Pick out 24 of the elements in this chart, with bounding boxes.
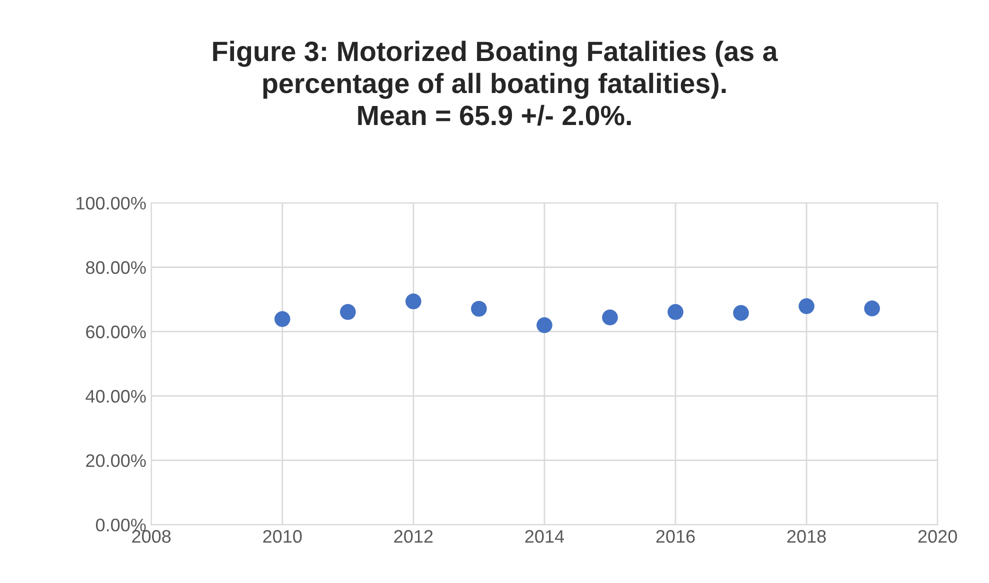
x-tick-label: 2014 — [525, 530, 564, 543]
point — [405, 293, 422, 310]
x-tick-label: 2020 — [918, 530, 957, 543]
x-tick-label: 2016 — [656, 530, 695, 543]
x-tick-label: 2012 — [394, 530, 433, 543]
point — [668, 304, 684, 320]
x-tick-label: 2008 — [132, 530, 171, 543]
y-tick-label: 40.00% — [86, 390, 146, 403]
point — [733, 305, 749, 321]
y-tick-label: 100.00% — [76, 196, 146, 210]
point — [274, 311, 290, 327]
y-tick-label: 20.00% — [86, 454, 146, 468]
y-tick-label: 0.00% — [96, 518, 146, 532]
chart-title: Figure 3: Motorized Boating Fatalities (as a percentage of all boating fatalities). Mean = 65.9 +/- 2.0%. — [213, 40, 778, 126]
point — [864, 300, 880, 316]
point — [798, 298, 814, 314]
x-tick-label: 2018 — [787, 530, 826, 543]
point — [471, 300, 487, 317]
point — [602, 310, 618, 326]
point — [340, 304, 356, 320]
y-tick-label: 80.00% — [86, 261, 146, 274]
x-tick-label: 2010 — [263, 530, 302, 543]
point — [536, 317, 552, 334]
y-tick-label: 60.00% — [86, 326, 146, 338]
